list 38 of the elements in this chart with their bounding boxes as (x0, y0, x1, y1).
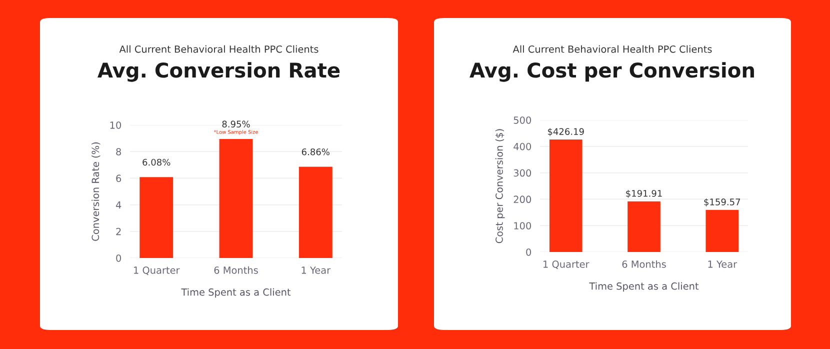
y-tick-label: 4 (116, 201, 122, 208)
x-tick-label: 1 Year (708, 260, 738, 268)
chart-title: Avg. Conversion Rate (98, 62, 340, 82)
y-tick-label: 0 (526, 248, 532, 256)
y-tick-label: 0 (116, 254, 122, 262)
data-label: $159.57 (704, 198, 740, 207)
y-tick-label: 500 (514, 116, 532, 124)
bar (219, 138, 253, 258)
x-axis-title: Time Spent as a Client (589, 282, 699, 292)
x-axis-title: Time Spent as a Client (181, 288, 291, 298)
bar (549, 139, 582, 252)
y-axis-title: Conversion Rate (%) (92, 142, 100, 241)
chart-subtitle: All Current Behavioral Health PPC Clients (512, 45, 712, 53)
y-tick-label: 8 (116, 148, 121, 156)
y-tick-label: 2 (116, 228, 121, 236)
bar (706, 210, 739, 252)
y-tick-label: 400 (514, 142, 532, 150)
data-label: 6.08% (142, 158, 170, 166)
y-tick-label: 300 (514, 169, 532, 177)
chart-subtitle: All Current Behavioral Health PPC Clients (119, 45, 318, 53)
y-tick-label: 100 (514, 222, 532, 230)
bar (140, 177, 174, 258)
data-label: 8.95% (222, 120, 250, 128)
x-tick-label: 1 Quarter (544, 260, 590, 269)
y-tick-label: 200 (514, 196, 532, 204)
x-tick-label: 6 Months (622, 260, 666, 268)
x-tick-label: 1 Year (302, 266, 331, 274)
x-tick-label: 1 Quarter (134, 266, 180, 275)
y-tick-label: 10 (110, 121, 122, 129)
y-axis-title: Cost per Conversion ($) (495, 129, 505, 244)
data-label: $191.91 (626, 190, 662, 198)
y-tick-label: 6 (116, 174, 122, 182)
chart-title: Avg. Cost per Conversion (470, 62, 754, 82)
data-label: 6.86% (302, 148, 330, 156)
x-tick-label: 6 Months (214, 266, 258, 274)
data-label: $426.19 (548, 128, 584, 136)
bar (628, 201, 660, 252)
bar (298, 166, 332, 258)
